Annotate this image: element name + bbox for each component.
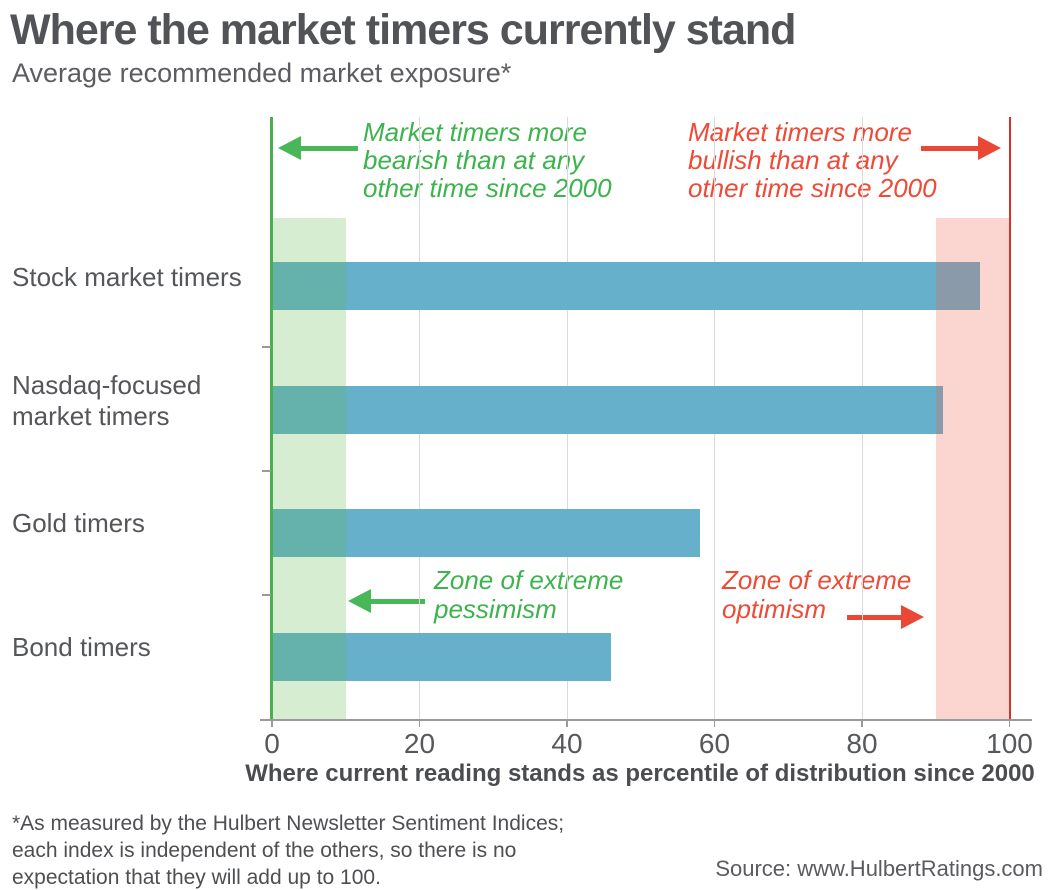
annotation-bearish: Market timers more bearish than at any o… xyxy=(363,117,612,203)
pessimism-arrow-left-icon xyxy=(348,589,425,613)
category-label: Bond timers xyxy=(12,632,151,662)
y-tick xyxy=(262,470,271,472)
arrow-shaft xyxy=(847,614,901,620)
x-tick xyxy=(861,721,863,727)
x-tick-label: 100 xyxy=(986,728,1033,759)
annotation-bullish: Market timers more bullish than at any o… xyxy=(688,117,937,203)
arrowhead-left-icon xyxy=(278,136,301,160)
x-axis-title: Where current reading stands as percenti… xyxy=(245,760,1035,787)
arrow-shaft xyxy=(921,145,978,151)
arrowhead-left-icon xyxy=(348,589,371,613)
x-tick-label: 40 xyxy=(551,728,583,759)
x-tick xyxy=(418,721,421,727)
x-tick-label: 60 xyxy=(698,728,731,759)
y-tick xyxy=(262,346,271,348)
arrowhead-right-icon xyxy=(978,136,1001,160)
axis-line-left-green xyxy=(270,117,273,719)
y-tick xyxy=(262,594,271,596)
bar xyxy=(272,385,944,434)
chart-subtitle: Average recommended market exposure* xyxy=(12,58,512,88)
x-tick xyxy=(1008,721,1011,727)
footnote: *As measured by the Hulbert Newsletter S… xyxy=(12,812,565,889)
bearish-arrow-left-icon xyxy=(278,136,358,160)
x-tick-label: 20 xyxy=(403,728,436,759)
zone-extreme-optimism xyxy=(935,218,1010,719)
bar xyxy=(272,508,700,557)
category-label: Stock market timers xyxy=(12,261,242,292)
chart-title: Where the market timers currently stand xyxy=(10,6,796,54)
source-credit: Source: www.HulbertRatings.com xyxy=(715,856,1043,881)
arrowhead-right-icon xyxy=(901,605,924,629)
x-tick-label: 80 xyxy=(846,728,878,759)
zone-label-pessimism: Zone of extreme pessimism xyxy=(434,565,624,624)
arrow-shaft xyxy=(301,145,358,151)
x-tick xyxy=(271,721,273,727)
category-label: Gold timers xyxy=(12,508,145,538)
x-tick xyxy=(713,721,716,727)
x-tick xyxy=(566,721,568,727)
axis-line-right-red xyxy=(1008,117,1011,719)
zone-extreme-pessimism xyxy=(272,218,346,719)
zone-label-optimism: Zone of extreme optimism xyxy=(722,565,912,624)
bullish-arrow-right-icon xyxy=(921,136,1001,160)
bar xyxy=(272,632,612,681)
category-label: Nasdaq-focused market timers xyxy=(12,369,202,431)
bar xyxy=(272,262,980,310)
x-tick-label: 0 xyxy=(264,728,280,759)
arrow-shaft xyxy=(371,598,425,604)
optimism-arrow-right-icon xyxy=(847,605,924,629)
x-axis-line xyxy=(260,719,1032,721)
